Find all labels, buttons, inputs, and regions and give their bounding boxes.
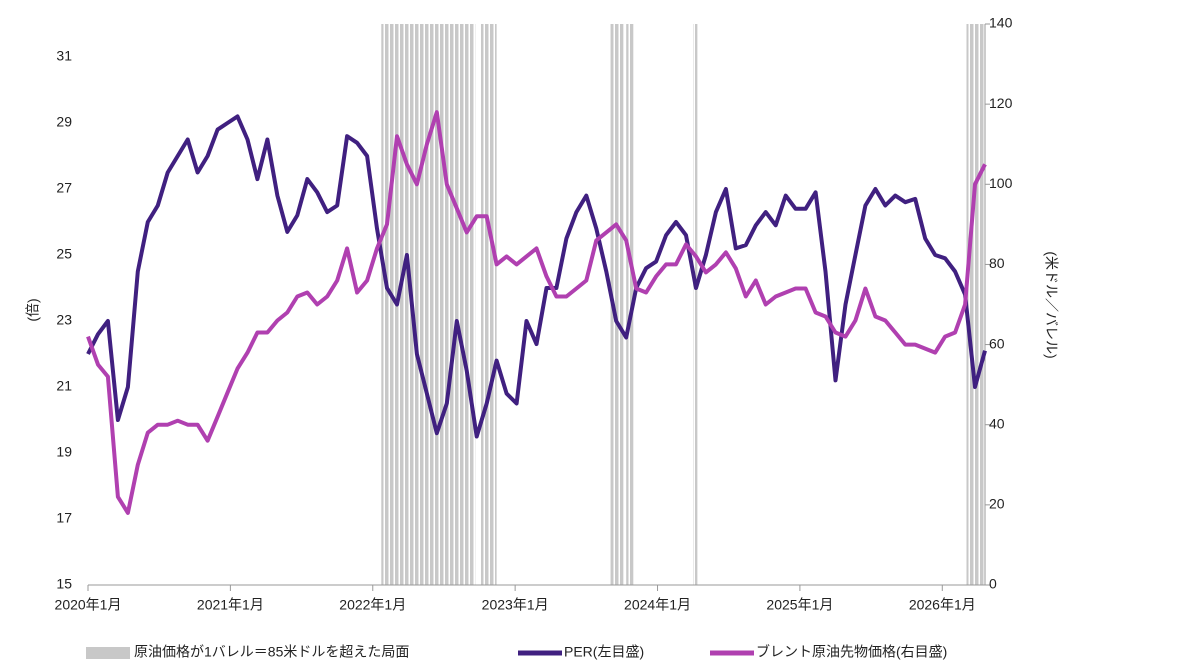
shaded-range: [480, 24, 497, 585]
x-tick-label: 2024年1月: [624, 597, 691, 613]
y2-axis-label: (米ドル／バレル): [1043, 251, 1059, 358]
shaded-range: [966, 24, 985, 585]
shaded-range: [626, 24, 634, 585]
y2-tick-label: 80: [989, 255, 1005, 271]
legend-label: PER(左目盛): [564, 644, 644, 660]
legend-label: 原油価格が1バレル＝85米ドルを超えた局面: [134, 644, 409, 660]
y2-tick-label: 140: [989, 15, 1013, 31]
y-tick-label: 15: [56, 576, 72, 592]
x-tick-label: 2025年1月: [766, 597, 833, 613]
legend-swatch: [86, 647, 130, 659]
y-tick-label: 31: [56, 48, 72, 64]
y2-tick-label: 0: [989, 576, 997, 592]
series-line: [86, 114, 987, 439]
y-tick-label: 25: [56, 246, 72, 262]
series-line: [86, 110, 987, 515]
x-tick-label: 2026年1月: [909, 597, 976, 613]
shaded-range: [610, 24, 624, 585]
y-tick-label: 27: [56, 180, 72, 196]
y-tick-label: 23: [56, 312, 72, 328]
legend-label: ブレント原油先物価格(右目盛): [756, 644, 947, 660]
y-tick-label: 17: [56, 510, 72, 526]
x-tick-label: 2023年1月: [482, 597, 549, 613]
y-tick-label: 19: [56, 444, 72, 460]
x-tick-label: 2020年1月: [55, 597, 122, 613]
y-tick-label: 29: [56, 114, 72, 130]
x-tick-label: 2021年1月: [197, 597, 264, 613]
y2-tick-label: 40: [989, 415, 1005, 431]
shaded-range: [693, 24, 698, 585]
y2-tick-label: 120: [989, 95, 1013, 111]
y2-tick-label: 20: [989, 496, 1005, 512]
y-axis-label: (倍): [25, 298, 41, 321]
y-tick-label: 21: [56, 378, 72, 394]
y2-tick-label: 100: [989, 175, 1013, 191]
y2-tick-label: 60: [989, 335, 1005, 351]
x-tick-label: 2022年1月: [339, 597, 406, 613]
